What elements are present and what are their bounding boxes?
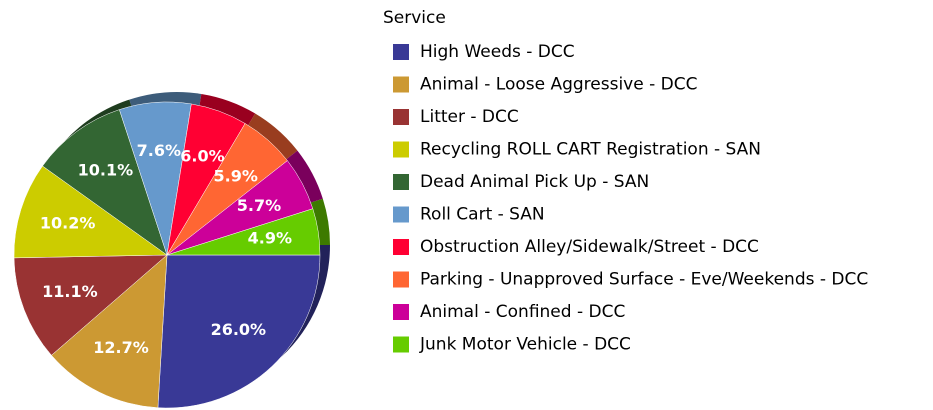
legend-label: Recycling ROLL CART Registration - SAN bbox=[420, 140, 761, 160]
data-label: 12.7% bbox=[93, 338, 149, 357]
legend-label: Obstruction Alley/Sidewalk/Street - DCC bbox=[420, 237, 759, 257]
legend-label: Dead Animal Pick Up - SAN bbox=[420, 172, 649, 192]
legend-swatch bbox=[393, 239, 409, 255]
legend-title: Service bbox=[383, 8, 446, 28]
legend-label: Animal - Confined - DCC bbox=[420, 302, 625, 322]
legend-swatch bbox=[393, 44, 409, 60]
data-label: 26.0% bbox=[211, 320, 267, 339]
slice bbox=[51, 254, 168, 408]
legend-swatch bbox=[393, 109, 409, 125]
legend-swatch bbox=[393, 304, 409, 320]
legend-label: Roll Cart - SAN bbox=[420, 205, 545, 225]
legend-label: Litter - DCC bbox=[420, 107, 519, 127]
slice bbox=[13, 254, 168, 356]
data-label: 11.1% bbox=[42, 282, 98, 301]
legend-swatch bbox=[393, 76, 409, 93]
slice bbox=[13, 165, 168, 259]
legend-swatch bbox=[393, 336, 409, 353]
data-label: 10.1% bbox=[78, 161, 134, 180]
legend-label: High Weeds - DCC bbox=[420, 42, 575, 62]
slice bbox=[42, 109, 168, 256]
legend-swatch bbox=[393, 206, 409, 223]
legend-label: Animal - Loose Aggressive - DCC bbox=[420, 75, 697, 95]
legend-label: Parking - Unapproved Surface - Eve/Weeke… bbox=[420, 270, 868, 290]
slice bbox=[157, 254, 321, 409]
legend-label: Junk Motor Vehicle - DCC bbox=[419, 335, 631, 355]
data-label: 4.9% bbox=[248, 229, 292, 248]
legend-swatch bbox=[393, 141, 409, 158]
data-label: 10.2% bbox=[40, 214, 96, 233]
legend-swatch bbox=[393, 174, 409, 190]
data-label: 7.6% bbox=[137, 141, 181, 160]
data-label: 6.0% bbox=[180, 147, 224, 166]
legend-swatch bbox=[393, 271, 409, 288]
slice bbox=[166, 208, 321, 256]
data-label: 5.7% bbox=[237, 196, 281, 215]
data-label: 5.9% bbox=[214, 166, 258, 185]
